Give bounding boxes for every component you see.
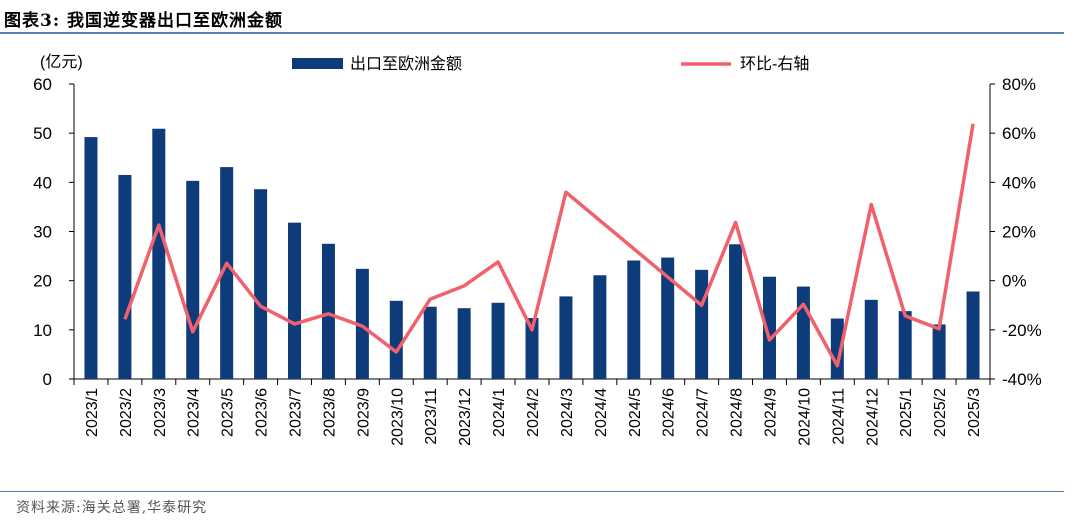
right-tick-label: 40% bbox=[1002, 173, 1036, 192]
right-tick-label: 0% bbox=[1002, 272, 1027, 291]
left-tick-label: 30 bbox=[33, 223, 52, 242]
x-tick-label: 2023/8 bbox=[321, 388, 338, 437]
x-tick-label: 2024/1 bbox=[491, 388, 508, 437]
x-tick-label: 2024/7 bbox=[695, 388, 712, 437]
figure-title: 图表3: 我国逆变器出口至欧洲金额 bbox=[4, 11, 284, 31]
x-tick-label: 2023/6 bbox=[254, 388, 271, 437]
bar bbox=[695, 269, 709, 379]
x-tick-label: 2024/4 bbox=[593, 388, 610, 437]
bar bbox=[118, 174, 132, 379]
right-tick-label: 80% bbox=[1002, 75, 1036, 94]
x-tick-label: 2024/2 bbox=[525, 388, 542, 437]
right-tick-label: -20% bbox=[1002, 321, 1042, 340]
source-note: 资料来源:海关总署,华泰研究 bbox=[16, 500, 208, 516]
bar bbox=[898, 311, 912, 379]
x-tick-label: 2024/3 bbox=[559, 388, 576, 437]
legend: 出口至欧洲金额 环比-右轴 bbox=[292, 55, 809, 73]
x-tick-label: 2023/3 bbox=[152, 388, 169, 437]
left-tick-label: 40 bbox=[33, 173, 52, 192]
bar bbox=[254, 189, 268, 379]
legend-label-line: 环比-右轴 bbox=[740, 55, 809, 73]
line-series bbox=[123, 123, 975, 368]
right-tick-label: 60% bbox=[1002, 124, 1036, 143]
x-tick-label: 2023/4 bbox=[186, 388, 203, 437]
bar bbox=[389, 300, 403, 379]
x-tick-label: 2023/10 bbox=[389, 388, 406, 446]
x-tick-label: 2024/12 bbox=[864, 388, 881, 446]
bar bbox=[559, 296, 573, 379]
bar bbox=[491, 302, 505, 379]
left-tick-label: 10 bbox=[33, 321, 52, 340]
x-tick-label: 2023/9 bbox=[355, 388, 372, 437]
legend-label-bar: 出口至欧洲金额 bbox=[350, 55, 462, 73]
bar bbox=[152, 128, 166, 379]
x-tick-label: 2024/10 bbox=[796, 388, 813, 446]
x-tick-label: 2023/5 bbox=[220, 388, 237, 437]
bar bbox=[796, 286, 810, 379]
x-tick-label: 2025/1 bbox=[898, 388, 915, 437]
labels: 0 10 20 30 40 50 60 -40% -20% 0% 20% 40% 60% 80% (亿元) 2… bbox=[33, 53, 1042, 446]
x-tick-label: 2025/2 bbox=[932, 388, 949, 437]
legend-swatch-bar bbox=[292, 58, 343, 69]
bar bbox=[288, 222, 302, 379]
x-tick-label: 2024/5 bbox=[627, 388, 644, 437]
x-tick-label: 2023/1 bbox=[84, 388, 101, 437]
bar bbox=[661, 257, 675, 379]
chart: 0 10 20 30 40 50 60 -40% -20% 0% 20% 40% 60% 80% (亿元) 2… bbox=[33, 53, 1042, 446]
bar-series bbox=[84, 128, 980, 379]
bar bbox=[84, 137, 98, 379]
bottom-divider bbox=[0, 491, 1064, 492]
x-tick-label: 2023/7 bbox=[288, 388, 305, 437]
left-tick-label: 20 bbox=[33, 272, 52, 291]
bar bbox=[932, 324, 946, 379]
bar bbox=[627, 260, 641, 379]
bar bbox=[966, 291, 980, 379]
x-tick-label: 2024/11 bbox=[830, 388, 847, 445]
x-tick-label: 2024/8 bbox=[729, 388, 746, 437]
line-path bbox=[123, 123, 975, 368]
bar bbox=[355, 268, 369, 379]
left-tick-label: 0 bbox=[43, 370, 52, 389]
x-tick-label: 2023/2 bbox=[118, 388, 135, 437]
left-tick-label: 60 bbox=[33, 75, 52, 94]
left-axis-label: (亿元) bbox=[40, 53, 83, 71]
bar bbox=[830, 318, 844, 379]
right-tick-label: 20% bbox=[1002, 223, 1036, 242]
bar bbox=[423, 306, 437, 379]
left-tick-label: 50 bbox=[33, 124, 52, 143]
x-tick-label: 2025/3 bbox=[966, 388, 983, 437]
bar bbox=[220, 167, 234, 379]
x-tick-label: 2023/11 bbox=[423, 388, 440, 445]
bar bbox=[321, 243, 335, 379]
bar bbox=[525, 318, 539, 379]
x-tick-label: 2024/9 bbox=[762, 388, 779, 437]
bar bbox=[864, 299, 878, 379]
x-tick-label: 2023/12 bbox=[457, 388, 474, 446]
bar bbox=[457, 308, 471, 379]
bar bbox=[593, 275, 607, 379]
bar bbox=[186, 180, 200, 379]
x-tick-label: 2024/6 bbox=[661, 388, 678, 437]
bar bbox=[762, 276, 776, 379]
top-divider bbox=[0, 32, 1064, 34]
bar bbox=[729, 244, 743, 379]
right-tick-label: -40% bbox=[1002, 370, 1042, 389]
